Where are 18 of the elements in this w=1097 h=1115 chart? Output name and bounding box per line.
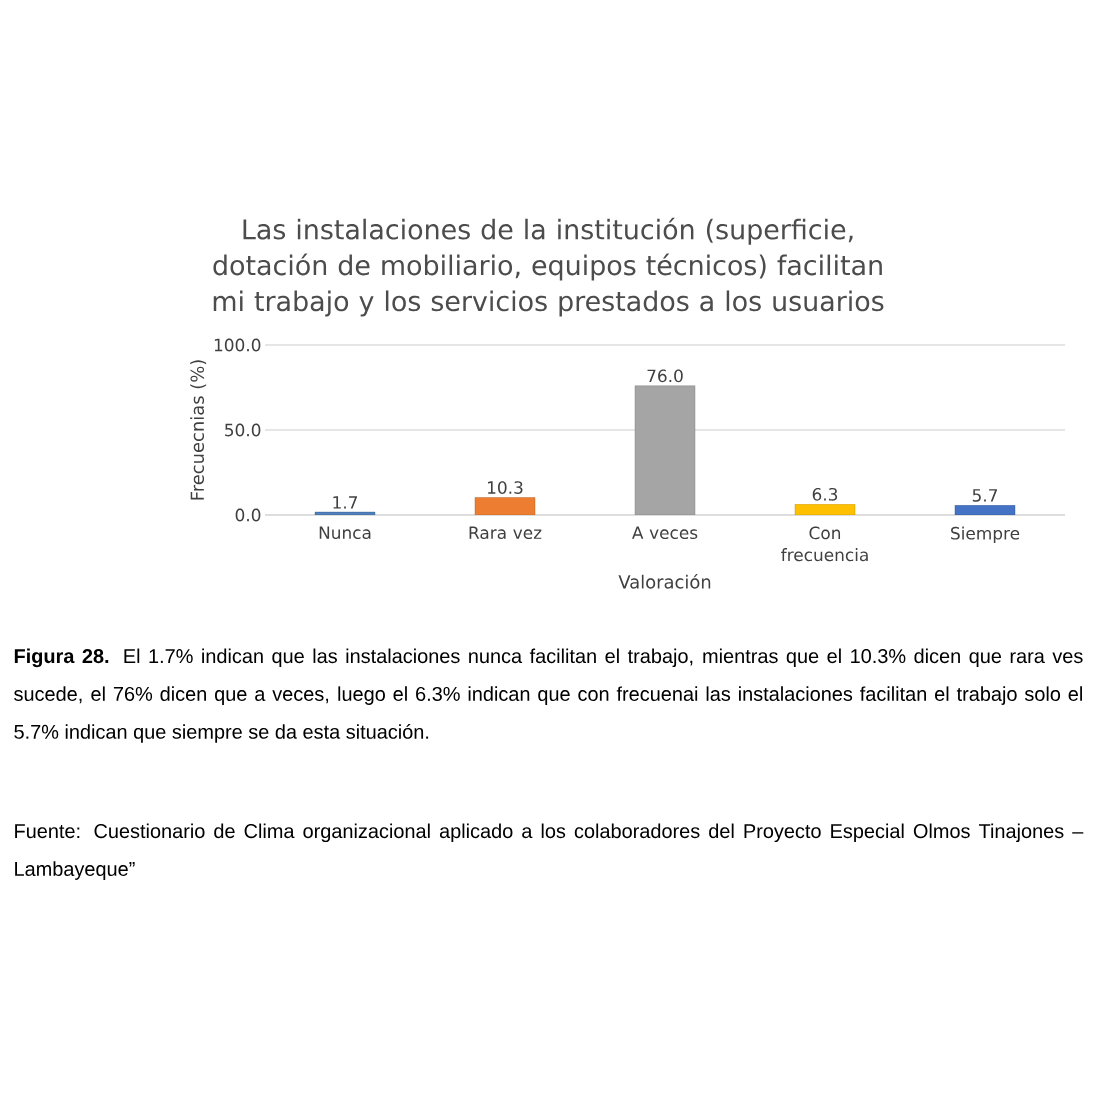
x-tick-label: Rara vez (469, 526, 542, 540)
data-label: 5.7 (972, 489, 998, 502)
x-tick-label: A veces (632, 526, 698, 540)
chart-title: Las instalaciones de la institución (superficie, dotación de mobiliario, equipos técnicos) facilitan mi trabajo y los servicios prestados a los usuarios (213, 217, 884, 317)
x-tick-label: Nunca (319, 526, 371, 540)
data-label: 76.0 (647, 369, 683, 383)
y-tick-label: 0.0 (235, 508, 261, 522)
y-tick-label: 100.0 (214, 338, 261, 352)
text: Figura 28. El 1.7% indican que las instalaciones nunca facilitan el trabajo, mientras que el 10.3% dicen que rara ves sucede, el 76% dicen que a veces, luego el 6.3% indican que con frecuenai las instalaciones facilitan el trabajo solo el 5.7% indican que siempre se da esta situación. (14, 648, 1083, 743)
y-tick-label: 50.0 (225, 423, 261, 437)
data-label: 6.3 (812, 487, 838, 501)
data-label: 10.3 (488, 481, 523, 494)
y-axis-title: Frecuecnias (%) (190, 360, 207, 500)
x-axis-title: Valoración (618, 574, 711, 589)
x-tick-label: Siempre (951, 526, 1020, 543)
data-label: 1.7 (333, 496, 358, 509)
source-note: Fuente: Cuestionario de Clima organizacional aplicado a los colaboradores del Proyecto Especial Olmos Tinajones – Lambayeque” (15, 823, 1084, 880)
x-tick-label: Con frecuencia (781, 526, 868, 562)
